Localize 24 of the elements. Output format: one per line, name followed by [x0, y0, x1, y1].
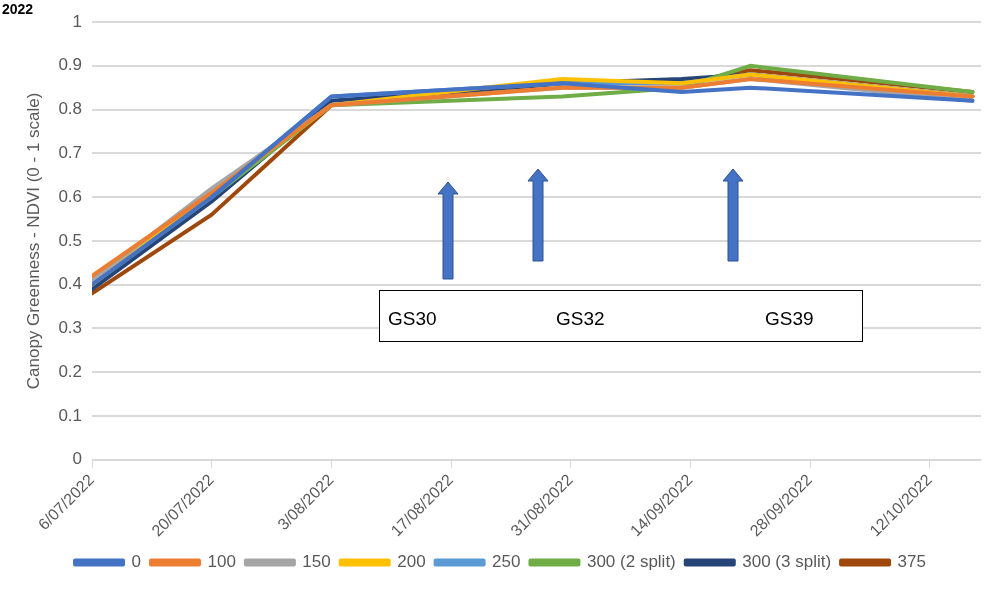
chart-title: 2022	[2, 1, 34, 17]
y-axis-title: Canopy Greenness - NDVI (0 - 1 scale)	[23, 92, 43, 390]
legend-label: 300 (3 split)	[742, 552, 832, 572]
y-tick-label: 0.8	[58, 99, 83, 119]
annotation: GS39	[765, 308, 814, 330]
y-tick-label: 0.1	[58, 405, 83, 425]
y-tick-label: 0.5	[58, 230, 83, 250]
legend-label: 100	[207, 552, 236, 572]
y-tick-label: 0.7	[58, 143, 83, 163]
legend-label: 150	[302, 552, 331, 572]
annotation: GS30	[388, 308, 437, 330]
annotation: GS32	[556, 308, 605, 330]
legend-label: 250	[492, 552, 521, 572]
y-tick-label: 0	[72, 449, 83, 469]
y-tick-label: 1	[72, 11, 83, 31]
y-tick-label: 0.2	[58, 361, 83, 381]
legend-label: 375	[897, 552, 926, 572]
y-tick-label: 0.4	[58, 274, 83, 294]
legend-label: 200	[397, 552, 426, 572]
y-tick-label: 0.9	[58, 55, 83, 75]
legend-label: 0	[131, 552, 142, 572]
y-tick-label: 0.6	[58, 186, 83, 206]
y-tick-label: 0.3	[58, 318, 83, 338]
legend-label: 300 (2 split)	[586, 552, 676, 572]
